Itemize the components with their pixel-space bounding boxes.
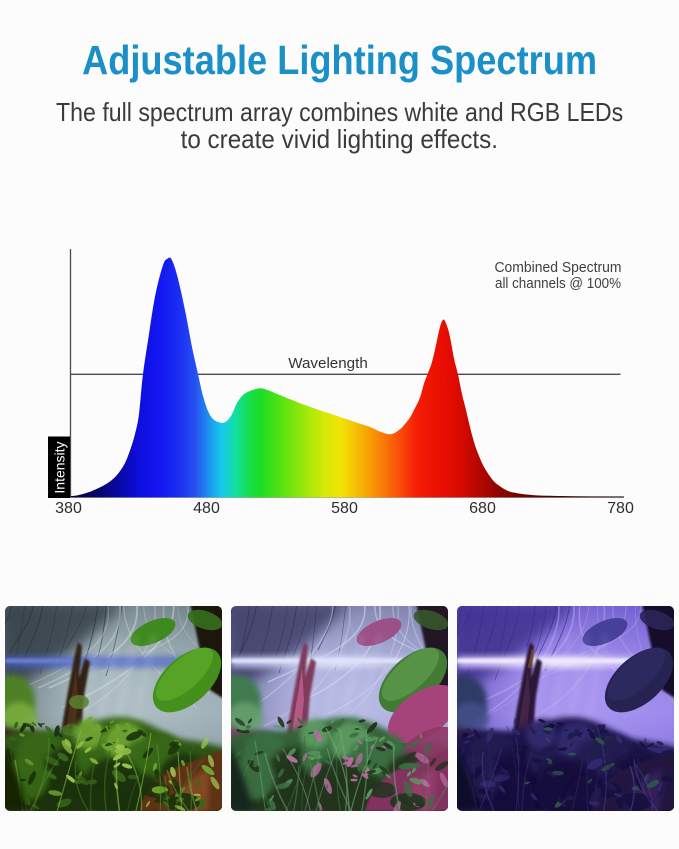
svg-text:380: 380 (55, 500, 82, 517)
svg-text:all channels @ 100%: all channels @ 100% (495, 275, 621, 292)
svg-text:580: 580 (331, 500, 358, 517)
svg-text:680: 680 (469, 500, 496, 517)
svg-text:Combined Spectrum: Combined Spectrum (495, 259, 622, 276)
svg-text:Wavelength: Wavelength (288, 355, 368, 372)
svg-text:Intensity: Intensity (52, 441, 68, 493)
svg-text:480: 480 (193, 500, 220, 517)
svg-text:780: 780 (607, 500, 634, 517)
